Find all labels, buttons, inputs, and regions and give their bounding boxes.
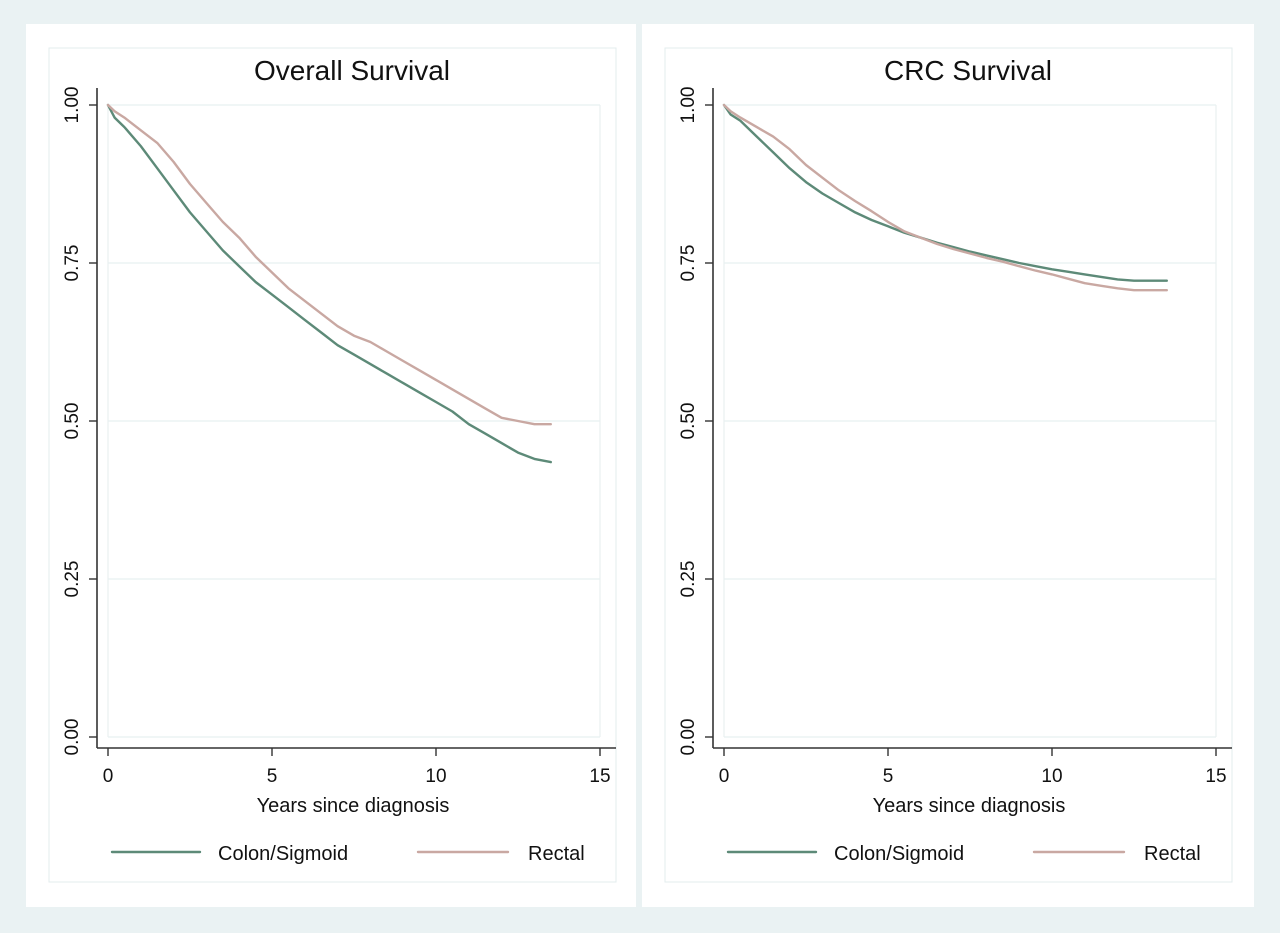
x-tick-group: 0: [103, 748, 114, 787]
legend: Colon/Sigmoid Rectal: [110, 843, 585, 865]
y-tick-label: 0.75: [678, 245, 699, 282]
y-tick-group: 0.50: [678, 403, 713, 440]
y-tick-group: 0.25: [62, 561, 97, 598]
gridlines: [107, 104, 601, 738]
chart-title: Overall Survival: [254, 55, 450, 86]
x-axis-ticks: 0 5 10 15: [103, 748, 611, 787]
y-axis-ticks: 0.00 0.25 0.50 0.75 1.00: [62, 87, 97, 756]
x-tick-group: 10: [1041, 748, 1063, 787]
chart-title: CRC Survival: [884, 55, 1052, 86]
y-tick-group: 0.50: [62, 403, 97, 440]
y-tick-group: 0.75: [62, 245, 97, 282]
legend: Colon/Sigmoid Rectal: [726, 843, 1201, 865]
legend-label-rectal: Rectal: [1144, 843, 1201, 865]
y-tick-group: 1.00: [678, 87, 713, 124]
x-tick-group: 15: [589, 748, 611, 787]
legend-label-colon-sigmoid: Colon/Sigmoid: [218, 843, 348, 865]
y-tick-label: 0.75: [62, 245, 83, 282]
x-tick-label: 0: [719, 766, 730, 787]
series-line-rectal: [722, 103, 1168, 292]
gridlines: [723, 104, 1217, 738]
x-tick-group: 5: [883, 748, 894, 787]
series-lines: [106, 103, 552, 464]
x-axis-title: Years since diagnosis: [873, 795, 1066, 817]
y-tick-label: 0.50: [62, 403, 83, 440]
legend-label-colon-sigmoid: Colon/Sigmoid: [834, 843, 964, 865]
x-tick-group: 5: [267, 748, 278, 787]
y-tick-group: 1.00: [62, 87, 97, 124]
y-tick-label: 0.50: [678, 403, 699, 440]
plot-region: [48, 47, 617, 883]
y-tick-group: 0.00: [678, 719, 713, 756]
x-tick-group: 10: [425, 748, 447, 787]
crc-survival-panel: CRC Survival 0.00 0.25 0.50 0.75: [642, 24, 1254, 907]
overall-survival-panel: Overall Survival 0.00 0.25 0.50 0.75: [26, 24, 636, 907]
x-tick-label: 10: [1041, 766, 1062, 787]
y-tick-label: 1.00: [678, 87, 699, 124]
legend-label-rectal: Rectal: [528, 843, 585, 865]
series-line-rectal: [106, 103, 552, 426]
x-axis-title: Years since diagnosis: [257, 795, 450, 817]
x-tick-group: 0: [719, 748, 730, 787]
y-tick-group: 0.00: [62, 719, 97, 756]
plot-region: [664, 47, 1233, 883]
y-axis-ticks: 0.00 0.25 0.50 0.75 1.00: [678, 87, 713, 756]
x-tick-label: 0: [103, 766, 114, 787]
x-tick-label: 15: [1205, 766, 1226, 787]
x-tick-label: 5: [267, 766, 278, 787]
y-tick-label: 0.25: [62, 561, 83, 598]
x-axis-ticks: 0 5 10 15: [719, 748, 1227, 787]
y-tick-label: 0.00: [62, 719, 83, 756]
x-tick-group: 15: [1205, 748, 1227, 787]
series-lines: [722, 103, 1168, 292]
y-tick-label: 1.00: [62, 87, 83, 124]
x-tick-label: 10: [425, 766, 446, 787]
y-tick-label: 0.00: [678, 719, 699, 756]
y-tick-label: 0.25: [678, 561, 699, 598]
series-line-colon-sigmoid: [106, 103, 552, 464]
x-tick-label: 15: [589, 766, 610, 787]
x-tick-label: 5: [883, 766, 894, 787]
y-tick-group: 0.25: [678, 561, 713, 598]
y-tick-group: 0.75: [678, 245, 713, 282]
